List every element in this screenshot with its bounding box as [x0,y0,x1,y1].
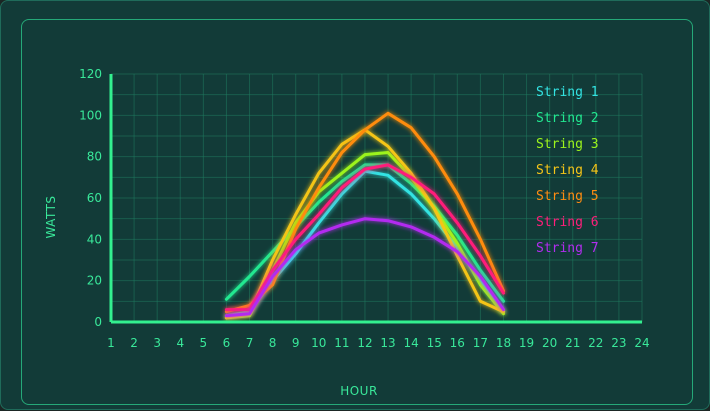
x-axis-title: HOUR [340,384,378,398]
legend-label: String 3 [536,137,599,152]
legend-label: String 6 [536,215,599,230]
x-tick-labels: 1 2 3 4 5 6 7 8 9 10 11 12 13 14 15 16 17 18 19 20 21 22 23 24 [107,336,649,350]
x-tick-label: 17 [473,336,488,350]
legend-item: String 3 [511,137,599,152]
x-tick-label: 24 [634,336,649,350]
legend-label: String 5 [536,189,599,204]
legend-item: String 4 [511,163,599,178]
legend-item: String 2 [511,111,599,126]
y-tick-label: 120 [79,67,102,81]
x-tick-label: 7 [246,336,254,350]
y-tick-label: 80 [87,150,102,164]
y-tick-labels: 0 20 40 60 80 100 120 [79,67,102,329]
x-tick-label: 15 [427,336,442,350]
x-tick-label: 12 [357,336,372,350]
axes [109,74,642,324]
legend-item: String 1 [511,85,599,100]
x-tick-label: 21 [565,336,580,350]
x-tick-label: 14 [403,336,418,350]
x-tick-label: 19 [519,336,534,350]
x-tick-label: 5 [200,336,208,350]
y-tick-label: 20 [87,274,102,288]
series-line-5 [224,111,505,314]
x-tick-label: 11 [334,336,349,350]
series-line-6 [224,163,505,312]
legend-label: String 1 [536,85,599,100]
y-axis-title: WATTS [44,195,58,238]
legend-label: String 7 [536,241,599,256]
legend: String 1 String 2 String 3 String 4 String 5… [511,85,599,256]
x-tick-label: 18 [496,336,511,350]
legend-item: String 6 [511,215,599,230]
legend-item: String 5 [511,189,599,204]
series-line-2 [224,163,505,303]
x-tick-label: 22 [588,336,603,350]
x-tick-label: 3 [153,336,161,350]
x-tick-label: 16 [450,336,465,350]
y-tick-label: 100 [79,108,102,122]
legend-label: String 4 [536,163,599,178]
series-lines [224,111,505,320]
x-tick-label: 8 [269,336,277,350]
x-tick-label: 9 [292,336,300,350]
series-line-1 [224,169,505,318]
x-tick-label: 20 [542,336,557,350]
y-tick-label: 60 [87,191,102,205]
x-tick-label: 6 [223,336,231,350]
y-tick-label: 0 [94,315,102,329]
legend-label: String 2 [536,111,599,126]
x-tick-label: 13 [380,336,395,350]
x-tick-label: 10 [311,336,326,350]
y-tick-label: 40 [87,232,102,246]
x-tick-label: 1 [107,336,115,350]
legend-item: String 7 [511,241,599,256]
x-tick-label: 4 [176,336,184,350]
x-tick-label: 23 [611,336,626,350]
x-tick-label: 2 [130,336,138,350]
series-line-7 [224,217,505,318]
